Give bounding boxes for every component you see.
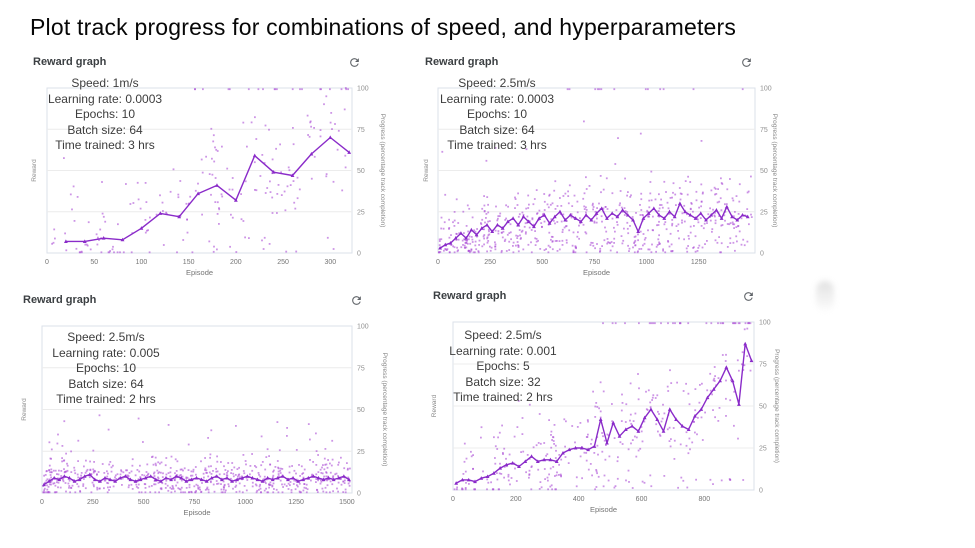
svg-text:0: 0	[357, 491, 361, 498]
svg-text:500: 500	[138, 499, 150, 506]
svg-text:0: 0	[45, 259, 49, 266]
svg-text:1500: 1500	[339, 499, 355, 506]
svg-text:50: 50	[357, 168, 365, 175]
svg-text:1000: 1000	[237, 499, 253, 506]
svg-text:75: 75	[357, 127, 365, 134]
refresh-icon[interactable]	[741, 289, 756, 304]
svg-text:800: 800	[699, 496, 711, 503]
svg-text:25: 25	[357, 449, 365, 456]
svg-text:Progress (percentage track com: Progress (percentage track completion)	[773, 349, 780, 463]
svg-text:100: 100	[136, 259, 148, 266]
reward-graph-panel-4: Reward graph 0 25 50 75 100 Progress (percent…	[428, 286, 780, 530]
svg-text:25: 25	[759, 446, 767, 453]
svg-text:Episode: Episode	[590, 505, 617, 514]
svg-text:100: 100	[759, 320, 771, 327]
svg-text:50: 50	[357, 407, 365, 414]
reward-chart: 0 25 50 75 100 Progress (percentage track com…	[423, 86, 778, 278]
svg-text:0: 0	[759, 488, 763, 495]
svg-text:250: 250	[484, 259, 496, 266]
svg-text:Reward: Reward	[21, 398, 28, 421]
panel-title: Reward graph	[425, 56, 499, 68]
svg-text:Episode: Episode	[583, 268, 610, 277]
reward-chart: 0 25 50 75 100 Progress (percentage track com…	[31, 86, 386, 278]
svg-text:1250: 1250	[288, 499, 304, 506]
panel-title: Reward graph	[433, 290, 507, 302]
svg-text:75: 75	[760, 127, 768, 134]
svg-text:1000: 1000	[639, 259, 655, 266]
svg-text:750: 750	[189, 499, 201, 506]
svg-text:250: 250	[277, 259, 289, 266]
panel-header: Reward graph	[420, 52, 778, 72]
svg-text:0: 0	[436, 259, 440, 266]
svg-text:0: 0	[357, 251, 361, 258]
panel-header: Reward graph	[28, 52, 386, 72]
reward-graph-panel-2: Reward graph 0 25 50 75 100 Progress (percent…	[420, 52, 778, 282]
svg-text:Progress (percentage track com: Progress (percentage track completion)	[381, 353, 388, 467]
svg-text:Reward: Reward	[423, 159, 430, 182]
svg-text:100: 100	[357, 324, 369, 331]
refresh-icon[interactable]	[349, 293, 364, 308]
svg-text:25: 25	[760, 209, 768, 216]
svg-text:75: 75	[759, 362, 767, 369]
panel-title: Reward graph	[23, 294, 97, 306]
panel-title: Reward graph	[33, 56, 107, 68]
svg-text:Reward: Reward	[431, 394, 438, 417]
svg-text:500: 500	[536, 259, 548, 266]
svg-text:200: 200	[230, 259, 242, 266]
svg-text:250: 250	[87, 499, 99, 506]
refresh-icon[interactable]	[347, 55, 362, 70]
svg-text:600: 600	[636, 496, 648, 503]
screen-artifact	[816, 281, 834, 311]
svg-text:Progress (percentage track com: Progress (percentage track completion)	[379, 114, 386, 228]
svg-text:50: 50	[760, 168, 768, 175]
svg-text:100: 100	[760, 86, 772, 93]
svg-text:50: 50	[90, 259, 98, 266]
reward-graph-panel-3: Reward graph 0 25 50 75 100 Progress (percent…	[18, 290, 388, 530]
svg-text:0: 0	[760, 251, 764, 258]
reward-chart: 0 25 50 75 100 Progress (percentage track com…	[431, 320, 780, 515]
svg-text:75: 75	[357, 365, 365, 372]
svg-text:50: 50	[759, 404, 767, 411]
svg-text:Episode: Episode	[186, 268, 213, 277]
svg-text:300: 300	[324, 259, 336, 266]
panel-header: Reward graph	[18, 290, 388, 310]
svg-text:25: 25	[357, 209, 365, 216]
svg-text:750: 750	[589, 259, 601, 266]
reward-graph-panel-1: Reward graph 0 25 50 75 100 Progress (percent…	[28, 52, 386, 282]
svg-text:Episode: Episode	[183, 508, 210, 517]
svg-text:150: 150	[183, 259, 195, 266]
svg-text:Progress (percentage track com: Progress (percentage track completion)	[771, 114, 778, 228]
page-title: Plot track progress for combinations of …	[30, 14, 737, 40]
svg-text:1250: 1250	[691, 259, 707, 266]
svg-text:100: 100	[357, 86, 369, 93]
svg-text:200: 200	[510, 496, 522, 503]
svg-text:0: 0	[40, 499, 44, 506]
svg-text:Reward: Reward	[31, 159, 38, 182]
svg-text:400: 400	[573, 496, 585, 503]
reward-chart: 0 25 50 75 100 Progress (percentage track com…	[21, 324, 388, 518]
svg-text:0: 0	[451, 496, 455, 503]
refresh-icon[interactable]	[739, 55, 754, 70]
panel-header: Reward graph	[428, 286, 780, 306]
